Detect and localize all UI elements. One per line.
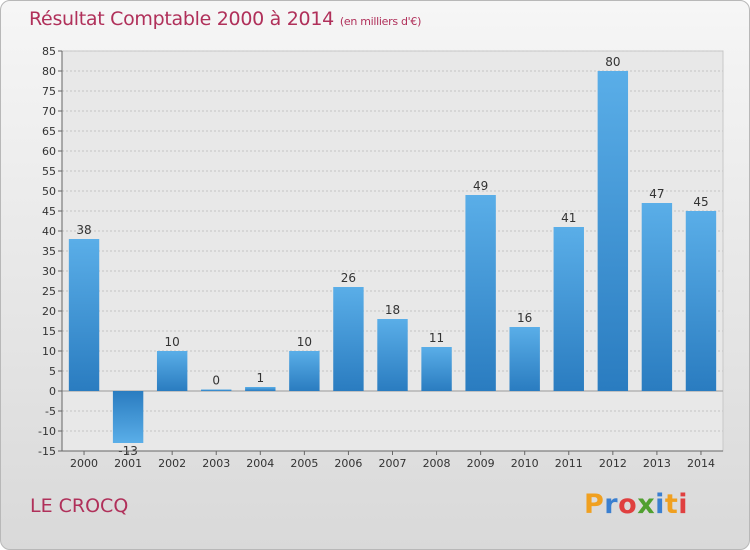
y-tick-label: 50 [42,185,56,198]
logo-letter: x [637,489,656,520]
x-tick-label-2006: 2006 [334,457,362,470]
y-tick-label: -15 [38,445,56,458]
title-main: Résultat Comptable 2000 à 2014 [29,8,334,30]
x-tick-label-2000: 2000 [70,457,98,470]
x-tick-label-2005: 2005 [290,457,318,470]
y-tick-label: 80 [42,65,56,78]
bar-2013 [641,203,673,391]
y-tick-label: -5 [45,405,56,418]
logo-letter: i [678,489,689,520]
bar-2014 [685,211,717,391]
value-label-2002: 10 [165,335,180,349]
place-name: LE CROCQ [30,495,129,517]
x-axis: 2000 2001 2002 2003 2004 2005 2006 2007 2008 2009… [62,450,723,470]
value-label-2011: 41 [561,211,576,225]
x-tick-label-2003: 2003 [202,457,230,470]
value-label-2003: 0 [212,374,220,388]
bar-2000 [68,239,100,391]
y-tick-label: 15 [42,325,56,338]
x-tick-label-2013: 2013 [643,457,671,470]
x-tick-label-2008: 2008 [423,457,451,470]
y-tick-label: 5 [49,365,56,378]
bar-2009 [465,195,496,391]
x-tick-label-2001: 2001 [114,457,142,470]
value-label-2013: 47 [649,187,664,201]
bar-2007 [377,319,408,391]
bar-2003 [201,389,232,391]
bar-2005 [289,351,320,391]
bar-2012 [597,71,629,391]
value-label-2006: 26 [341,271,356,285]
y-tick-label: -10 [38,425,56,438]
value-label-2014: 45 [693,195,708,209]
y-tick-label: 20 [42,305,56,318]
x-tick-label-2004: 2004 [246,457,274,470]
chart-title: Résultat Comptable 2000 à 2014 (en millie… [29,8,421,30]
logo-letter: P [584,489,605,520]
x-tick-label-2014: 2014 [687,457,715,470]
value-label-2009: 49 [473,179,488,193]
y-tick-label: 30 [42,265,56,278]
x-tick-label-2010: 2010 [511,457,539,470]
bars: 38-13100110261811491641804745 [68,55,717,458]
title-unit: (en milliers d'€) [339,15,422,28]
y-tick-label: 60 [42,145,56,158]
bar-2004 [245,387,276,391]
logo-letter: t [664,489,679,520]
value-label-2008: 11 [429,331,444,345]
value-label-2000: 38 [76,223,91,237]
logo-letter: o [618,489,638,520]
logo-letter: i [655,489,665,520]
bar-2006 [333,287,364,391]
x-tick-label-2012: 2012 [599,457,627,470]
bar-2010 [509,327,540,391]
value-label-2010: 16 [517,311,532,325]
proxiti-logo: Proxiti [584,489,688,520]
value-label-2004: 1 [256,371,264,385]
x-tick-label-2002: 2002 [158,457,186,470]
y-tick-label: 45 [42,205,56,218]
y-tick-label: 55 [42,165,56,178]
y-tick-label: 10 [42,345,56,358]
y-tick-label: 70 [42,105,56,118]
y-tick-label: 0 [49,385,56,398]
value-label-2005: 10 [297,335,312,349]
value-label-2007: 18 [385,303,400,317]
y-tick-label: 25 [42,285,56,298]
x-tick-label-2007: 2007 [379,457,407,470]
y-tick-label: 35 [42,245,56,258]
logo-letter: r [604,489,619,520]
bar-2002 [156,351,188,391]
bar-2011 [553,227,584,391]
value-label-2012: 80 [605,55,620,69]
y-axis: -15 -10 -5 0 5 10 15 20 25 30 35 40 45 50 55 60 65 70 75 80… [38,45,63,458]
y-tick-label: 40 [42,225,56,238]
bar-2008 [421,347,452,391]
y-tick-label: 85 [42,45,56,58]
x-tick-label-2009: 2009 [467,457,495,470]
x-tick-label-2011: 2011 [555,457,583,470]
y-tick-label: 75 [42,85,56,98]
bar-2001 [112,391,144,443]
y-tick-label: 65 [42,125,56,138]
